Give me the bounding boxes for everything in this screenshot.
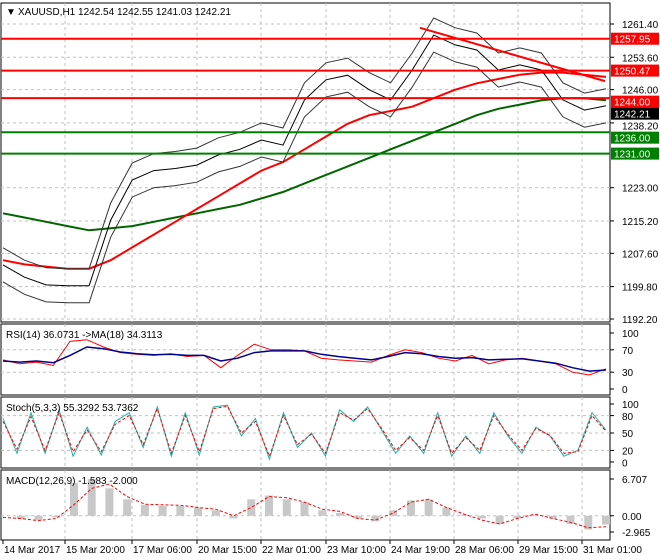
macd-bar bbox=[566, 515, 575, 524]
rsi-title: RSI(14) 36.0731 ->MA(18) 34.3113 bbox=[6, 330, 163, 341]
level-label: 1236.00 bbox=[614, 134, 651, 145]
bollinger-upper bbox=[2, 17, 607, 270]
y-tick-label: 30 bbox=[622, 368, 634, 379]
macd-bar bbox=[389, 510, 398, 516]
macd-bar bbox=[371, 515, 380, 522]
x-tick-label: 29 Mar 15:00 bbox=[519, 545, 578, 556]
macd-bar bbox=[353, 515, 362, 519]
macd-bar bbox=[105, 488, 114, 516]
y-tick-label: 1215.20 bbox=[622, 217, 659, 228]
x-tick-label: 28 Mar 06:00 bbox=[455, 545, 514, 556]
macd-bar bbox=[87, 479, 96, 516]
macd-bar bbox=[229, 515, 238, 519]
price-line bbox=[2, 34, 607, 287]
y-tick-label: 1246.00 bbox=[622, 86, 659, 97]
rsi-line bbox=[2, 339, 607, 376]
y-tick-label: 1199.80 bbox=[622, 283, 658, 294]
macd-bar bbox=[282, 499, 291, 516]
level-label-bg bbox=[611, 64, 659, 77]
macd-bar bbox=[460, 514, 469, 516]
y-tick-label: 1261.40 bbox=[622, 20, 659, 31]
panel-frame-1 bbox=[0, 323, 611, 396]
macd-bar bbox=[513, 515, 522, 519]
macd-bar bbox=[140, 504, 149, 516]
y-tick-label: 0 bbox=[622, 385, 628, 396]
panel-frame-0 bbox=[0, 2, 611, 323]
macd-bar bbox=[300, 502, 309, 516]
chart-title: XAUUSD,H1 1242.54 1242.55 1241.03 1242.2… bbox=[18, 7, 231, 18]
current-price-label: 1242.21 bbox=[614, 110, 651, 121]
macd-bar bbox=[318, 510, 327, 516]
macd-signal-line bbox=[2, 483, 607, 529]
x-tick-label: 17 Mar 06:00 bbox=[133, 545, 192, 556]
stoch-main-line bbox=[2, 404, 607, 461]
macd-bar bbox=[602, 515, 610, 525]
level-label: 1257.95 bbox=[614, 35, 651, 46]
macd-title: MACD(12,26,9) -1.583 -2.000 bbox=[6, 476, 138, 487]
level-label-bg bbox=[611, 147, 659, 160]
y-tick-label: 100 bbox=[622, 329, 639, 340]
macd-bar bbox=[52, 515, 61, 518]
macd-bar bbox=[477, 515, 486, 519]
macd-bar bbox=[16, 515, 25, 520]
x-tick-label: 20 Mar 15:00 bbox=[198, 545, 257, 556]
y-tick-label: 6.707 bbox=[622, 475, 647, 486]
macd-bar bbox=[123, 499, 132, 516]
chart-title-arrow: ▼ bbox=[6, 7, 16, 18]
y-tick-label: 70 bbox=[622, 346, 634, 357]
macd-bar bbox=[265, 495, 274, 516]
bollinger-lower bbox=[2, 51, 607, 304]
ma-red-line bbox=[2, 71, 607, 270]
rsi-ma-line bbox=[2, 346, 607, 372]
level-label: 1244.00 bbox=[614, 98, 651, 109]
panel-frame-3 bbox=[0, 469, 611, 541]
ma-green-line bbox=[2, 97, 607, 232]
level-label-bg bbox=[611, 32, 659, 45]
macd-bar bbox=[247, 499, 256, 516]
macd-bar bbox=[176, 505, 185, 516]
macd-bar bbox=[335, 513, 344, 516]
y-tick-label: 1207.60 bbox=[622, 249, 659, 260]
level-label-bg bbox=[611, 95, 659, 108]
macd-bar bbox=[158, 505, 167, 516]
stoch-title: Stoch(5,3,3) 55.3292 53.7362 bbox=[6, 403, 139, 414]
x-tick-label: 23 Mar 10:00 bbox=[327, 545, 386, 556]
macd-bar bbox=[194, 507, 203, 516]
y-tick-label: 1192.20 bbox=[622, 315, 658, 326]
current-price-label-bg bbox=[611, 107, 659, 120]
y-tick-label: 1238.20 bbox=[622, 122, 659, 133]
macd-bar bbox=[424, 499, 433, 516]
level-label-bg bbox=[611, 131, 659, 144]
x-tick-label: 22 Mar 01:00 bbox=[262, 545, 321, 556]
macd-bar bbox=[406, 500, 415, 516]
y-tick-label: 20 bbox=[622, 446, 634, 457]
y-tick-label: 50 bbox=[622, 429, 634, 440]
macd-bar bbox=[442, 507, 451, 516]
x-tick-label: 24 Mar 19:00 bbox=[391, 545, 450, 556]
x-tick-label: 31 Mar 01:00 bbox=[583, 545, 642, 556]
y-tick-label: 1223.00 bbox=[622, 184, 659, 195]
y-tick-label: 100 bbox=[622, 400, 639, 411]
macd-bar bbox=[548, 515, 557, 519]
stoch-signal-line bbox=[2, 405, 607, 458]
macd-bar bbox=[34, 515, 43, 521]
y-tick-label: 1253.60 bbox=[622, 53, 659, 64]
trend-line bbox=[419, 26, 606, 83]
macd-bar bbox=[584, 515, 593, 530]
level-label: 1231.00 bbox=[614, 150, 651, 161]
y-tick-label: 0.00 bbox=[622, 512, 642, 523]
y-tick-label: 0 bbox=[622, 458, 628, 469]
y-tick-label: -2.965 bbox=[622, 528, 651, 539]
macd-bar bbox=[531, 514, 540, 516]
level-label: 1250.47 bbox=[614, 67, 651, 78]
x-tick-label: 14 Mar 2017 bbox=[4, 545, 61, 556]
macd-bar bbox=[69, 482, 78, 516]
x-tick-label: 15 Mar 20:00 bbox=[66, 545, 125, 556]
macd-bar bbox=[211, 510, 220, 516]
macd-bar bbox=[495, 515, 504, 524]
y-tick-label: 80 bbox=[622, 412, 634, 423]
